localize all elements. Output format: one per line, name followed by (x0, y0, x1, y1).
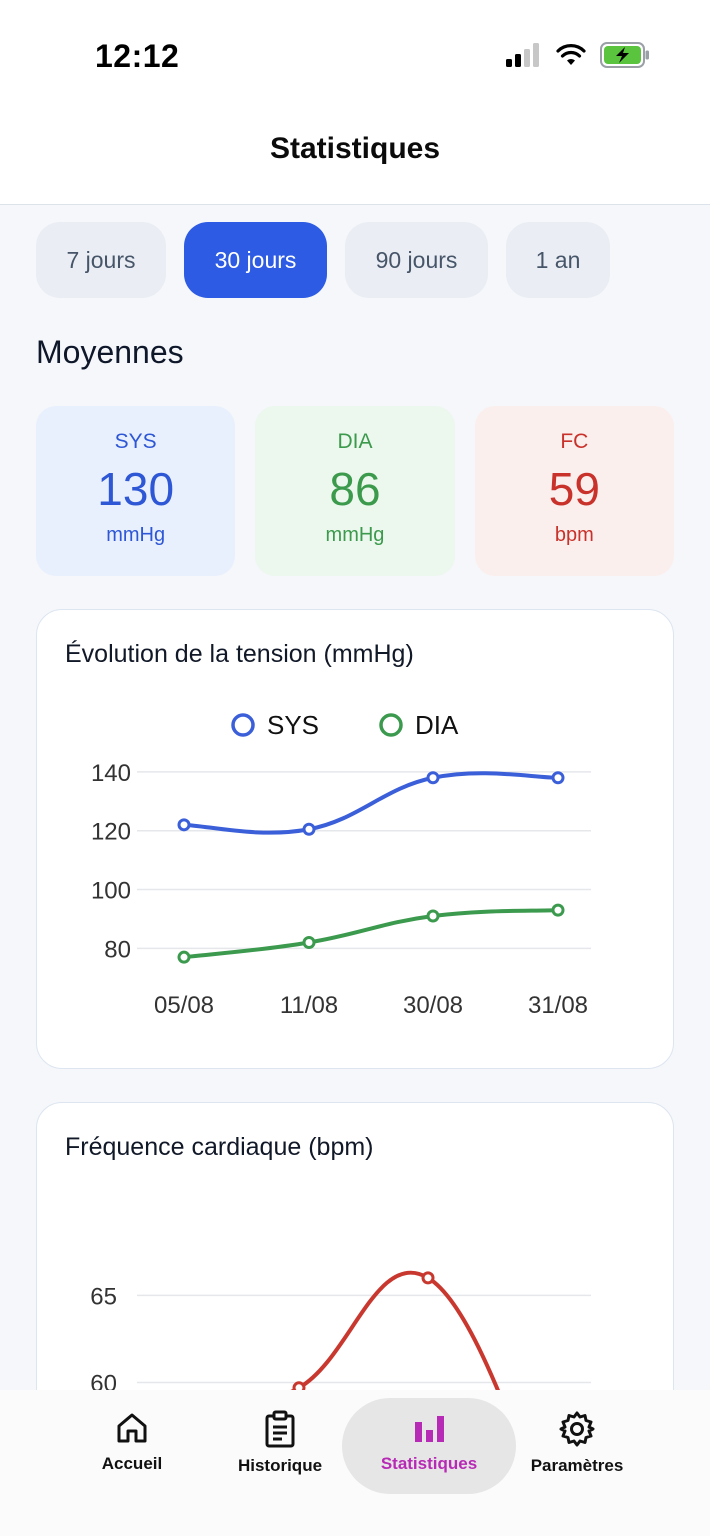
y-tick-label: 140 (91, 760, 131, 787)
chip-30-days[interactable]: 30 jours (184, 222, 327, 298)
chip-90-days[interactable]: 90 jours (345, 222, 488, 298)
data-point (177, 818, 191, 832)
wifi-icon (556, 44, 586, 65)
header: Statistiques (0, 110, 710, 205)
data-point (426, 771, 440, 785)
sys-label: SYS (114, 430, 157, 453)
data-point (551, 771, 565, 785)
y-tick-label: 120 (91, 819, 131, 846)
bar-chart-icon (415, 1416, 444, 1442)
clipboard-icon (265, 1410, 295, 1448)
x-tick-label: 31/08 (528, 992, 588, 1019)
legend-label: SYS (267, 710, 319, 740)
tab-label-parametres: Paramètres (530, 1456, 624, 1475)
x-tick-label: 11/08 (280, 992, 338, 1019)
sys-value: 130 (97, 463, 175, 515)
tab-label-historique: Historique (237, 1456, 323, 1475)
dia-average-card: DIA 86 mmHg (255, 406, 455, 576)
tab-label-statistiques: Statistiques (380, 1454, 478, 1473)
cellular-signal-icon (506, 43, 539, 67)
tab-accueil[interactable]: Accueil (72, 1398, 192, 1494)
dia-line (182, 908, 560, 960)
tab-label-accueil: Accueil (101, 1454, 163, 1473)
data-point (302, 935, 316, 949)
status-icons (506, 42, 650, 68)
chip-1-year[interactable]: 1 an (506, 222, 610, 298)
x-tick-label: 30/08 (403, 992, 463, 1019)
y-tick-label: 100 (91, 878, 131, 905)
fc-average-card: FC 59 bpm (474, 406, 674, 576)
fc-value: 59 (548, 463, 600, 515)
dia-unit: mmHg (325, 524, 385, 546)
tab-bar: Accueil Historique Statistiques Paramètr… (0, 1390, 710, 1536)
data-point (551, 903, 565, 917)
data-point (177, 950, 191, 964)
chip-7-days[interactable]: 7 jours (36, 222, 166, 298)
page-title: Statistiques (269, 132, 441, 165)
fc-label: FC (560, 430, 589, 453)
tab-historique[interactable]: Historique (220, 1398, 340, 1494)
dia-label: DIA (337, 430, 373, 453)
fc-unit: bpm (554, 524, 594, 546)
legend-label: DIA (415, 710, 459, 740)
y-tick-label: 65 (90, 1283, 117, 1310)
period-filter: 7 jours 30 jours 90 jours 1 an (36, 222, 610, 298)
heart-rate-chart-title: Fréquence cardiaque (bpm) (65, 1133, 374, 1161)
data-point (421, 1271, 435, 1285)
data-point (302, 822, 316, 836)
legend-marker (231, 713, 255, 737)
sys-average-card: SYS 130 mmHg (36, 406, 236, 576)
legend-marker (379, 713, 403, 737)
dia-value: 86 (329, 463, 381, 515)
x-tick-label: 05/08 (154, 992, 214, 1019)
status-bar: 12:12 (0, 0, 710, 110)
data-point (426, 909, 440, 923)
tension-chart: 80 100 120 140 05/08 11/08 30/08 31/08 SYS DIA (91, 710, 591, 1019)
averages-cards: SYS 130 mmHg DIA 86 mmHg FC 59 bpm (36, 406, 674, 576)
gear-icon (559, 1411, 595, 1447)
sys-unit: mmHg (106, 524, 166, 546)
home-icon (117, 1413, 147, 1443)
averages-title: Moyennes (36, 334, 184, 370)
tab-parametres[interactable]: Paramètres (522, 1398, 632, 1494)
y-tick-label: 80 (104, 936, 131, 963)
tension-chart-title: Évolution de la tension (mmHg) (65, 640, 414, 668)
tab-statistiques[interactable]: Statistiques (342, 1398, 516, 1494)
battery-charging-icon (600, 42, 649, 68)
status-time: 12:12 (95, 38, 180, 74)
tension-chart-card: Évolution de la tension (mmHg) 80 100 120 1… (36, 609, 674, 1069)
sys-line (182, 771, 560, 835)
